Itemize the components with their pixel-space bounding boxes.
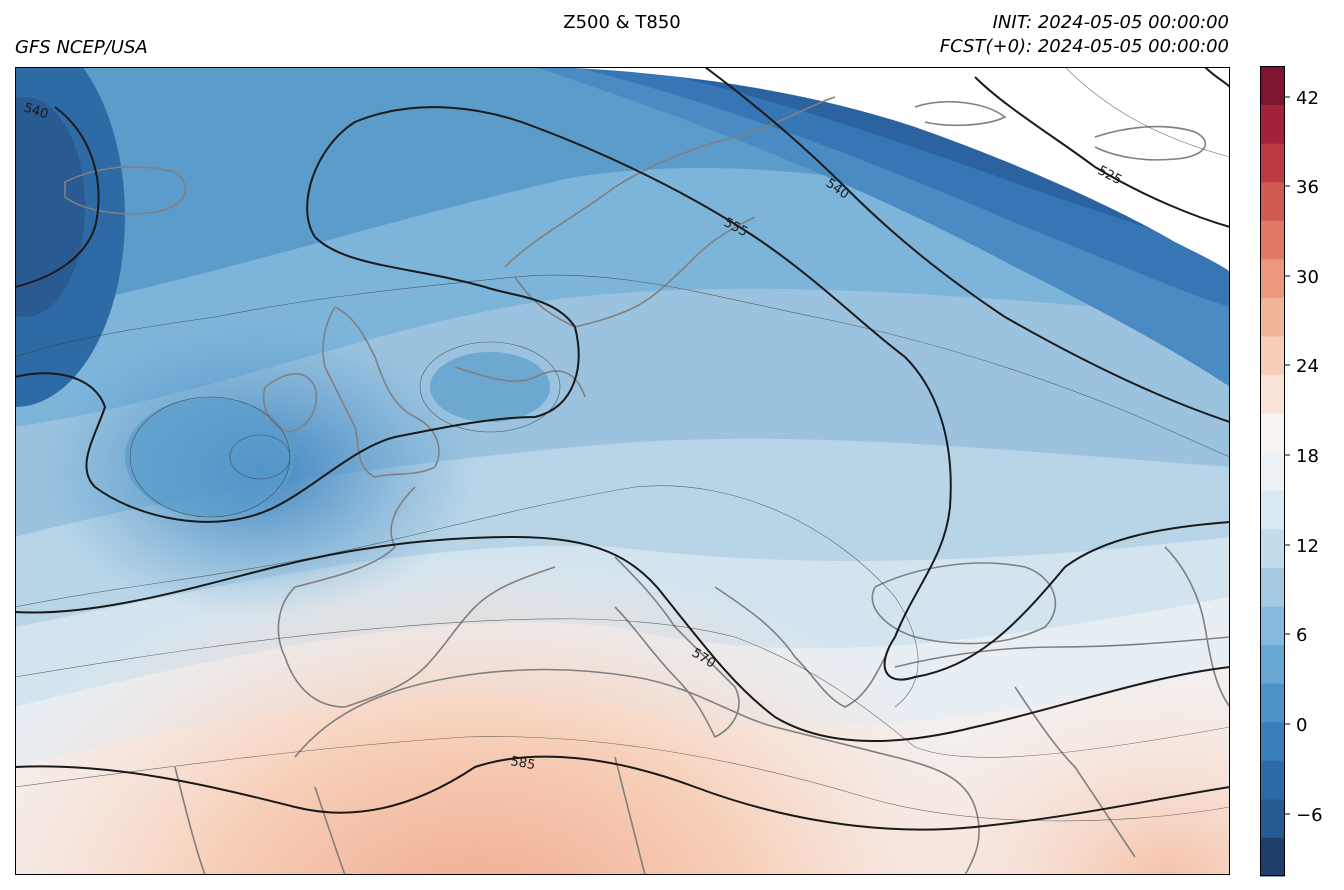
contour-label: 585 — [509, 754, 536, 773]
colorbar-tick-label: 12 — [1296, 536, 1319, 557]
colorbar-tick-label: 42 — [1296, 88, 1319, 109]
colorbar-band — [1260, 336, 1285, 376]
colorbar-band — [1260, 297, 1285, 337]
colorbar-band — [1260, 374, 1285, 414]
colorbar-tick-label: 18 — [1296, 446, 1319, 467]
forecast-time-label: FCST(+0): 2024-05-05 00:00:00 — [939, 36, 1229, 57]
colorbar-band — [1260, 490, 1285, 530]
colorbar-frame — [1260, 66, 1285, 876]
coastlines — [64, 96, 1230, 875]
colorbar-band — [1260, 721, 1285, 761]
colorbar-tick-label: −6 — [1296, 805, 1323, 826]
colorbar-tick-label: 24 — [1296, 356, 1319, 377]
colorbar-tick-label: 6 — [1296, 625, 1307, 646]
colorbar-band — [1260, 181, 1285, 221]
colorbar-band — [1260, 104, 1285, 144]
contour-525 — [974, 76, 1230, 228]
contour-540-east — [704, 67, 1230, 423]
colorbar-tick-label: 36 — [1296, 177, 1319, 198]
map-title: Z500 & T850 — [563, 12, 681, 33]
colorbar-band — [1260, 644, 1285, 684]
contour-540-west — [15, 106, 100, 288]
contour-label: 540 — [22, 101, 50, 123]
colorbar-tick-label: 0 — [1296, 715, 1307, 736]
colorbar-bands — [1260, 66, 1285, 877]
map-frame — [15, 67, 1230, 875]
colorbar-band — [1260, 528, 1285, 568]
colorbar-band — [1260, 220, 1285, 260]
model-source-label: GFS NCEP/USA — [15, 37, 148, 58]
colorbar-band — [1260, 258, 1285, 298]
colorbar: 42 36 30 24 18 12 6 0 −6 — [1260, 66, 1323, 877]
contour-555 — [15, 106, 1230, 681]
colorbar-band — [1260, 837, 1285, 877]
contour-585 — [15, 755, 1230, 831]
weather-map: 540 525 540 555 570 585 — [15, 67, 1230, 875]
colorbar-band — [1260, 683, 1285, 723]
colorbar-band — [1260, 606, 1285, 646]
colorbar-tick-label: 30 — [1296, 267, 1319, 288]
colorbar-band — [1260, 451, 1285, 491]
colorbar-band — [1260, 798, 1285, 838]
colorbar-band — [1260, 66, 1285, 106]
colorbar-ticks: 42 36 30 24 18 12 6 0 −6 — [1285, 88, 1323, 826]
geopotential-contours — [15, 67, 1230, 831]
temperature-field — [15, 67, 1230, 875]
colorbar-band — [1260, 143, 1285, 183]
colorbar-band — [1260, 760, 1285, 800]
contour-570 — [15, 535, 1230, 742]
colorbar-band — [1260, 567, 1285, 607]
colorbar-band — [1260, 413, 1285, 453]
init-time-label: INIT: 2024-05-05 00:00:00 — [992, 12, 1229, 33]
